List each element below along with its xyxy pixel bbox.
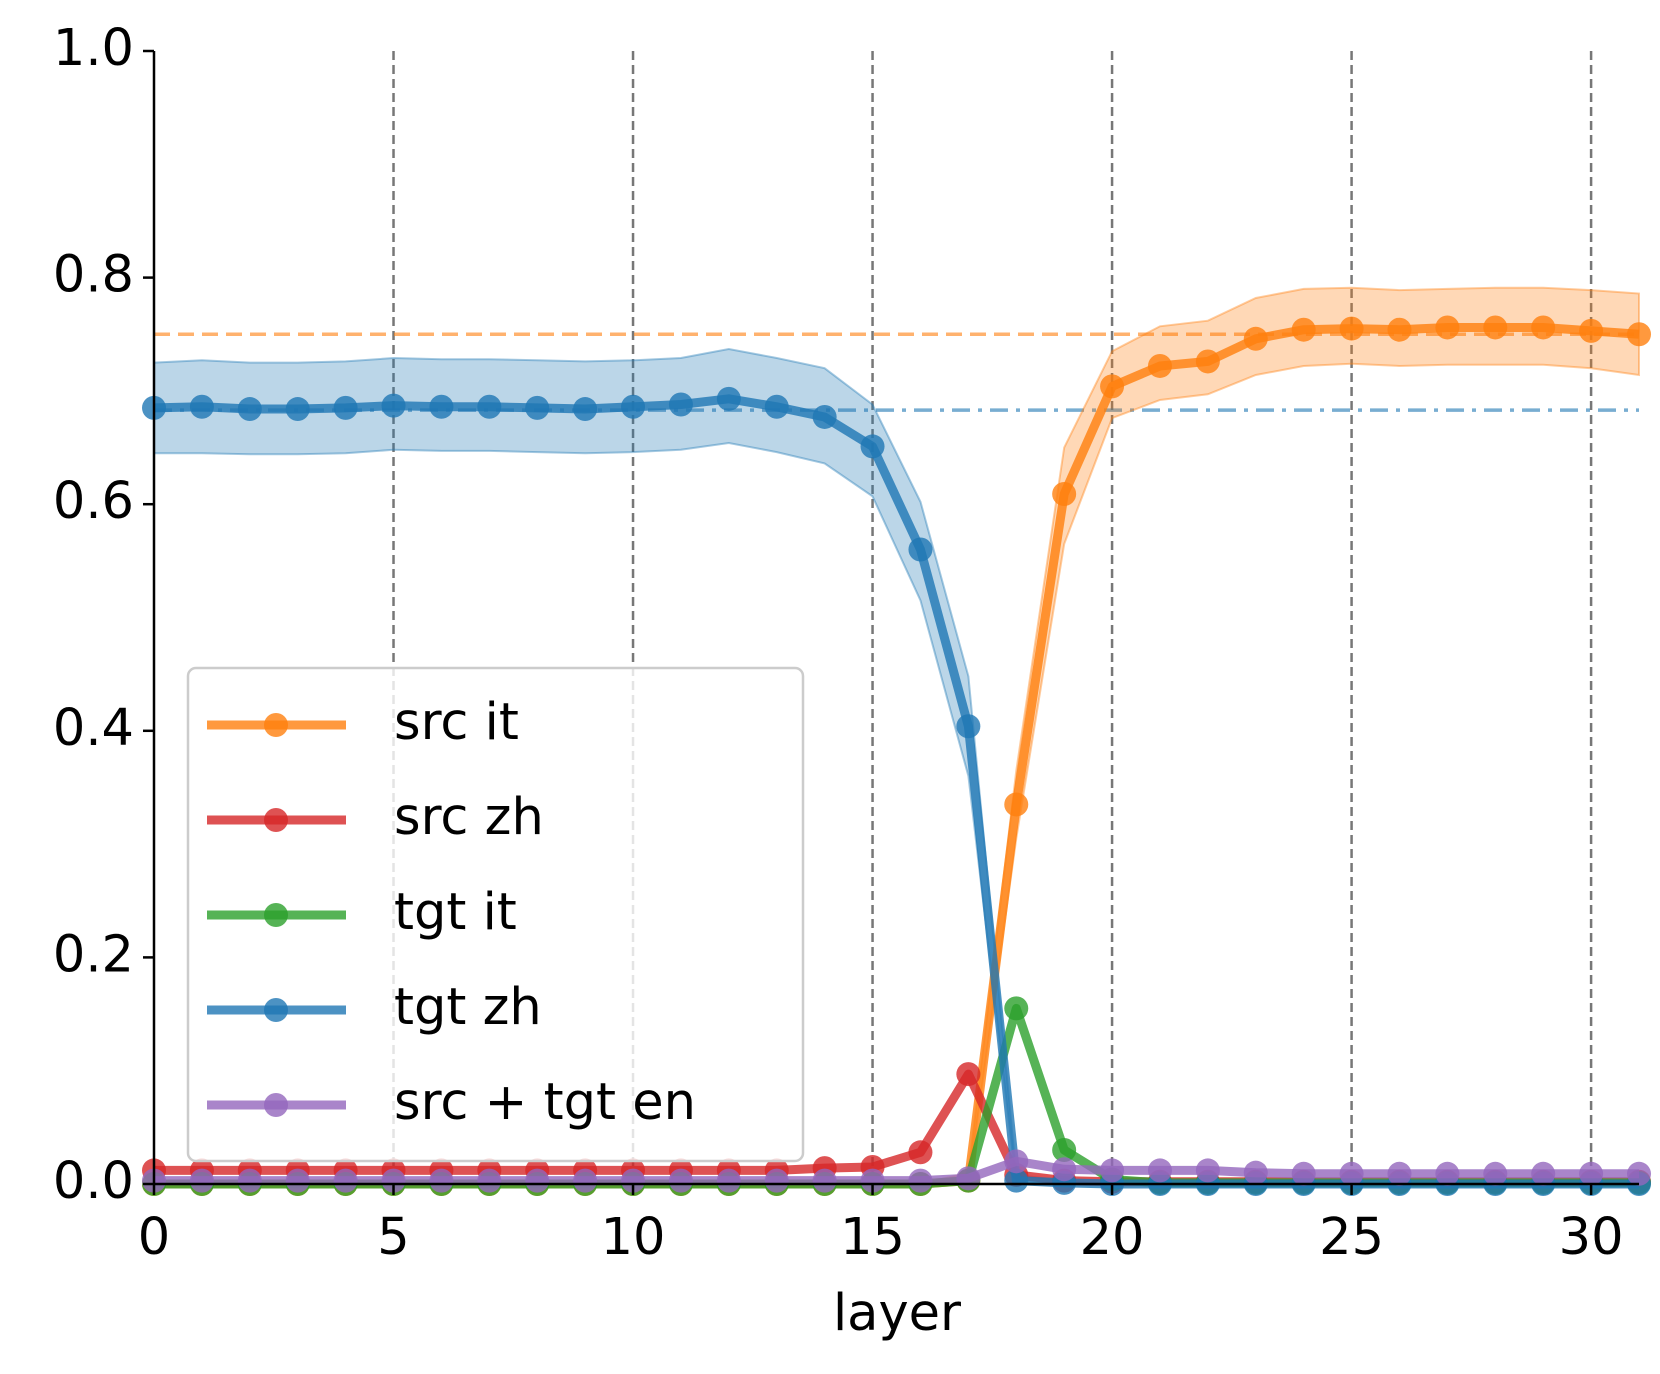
series-marker <box>812 404 837 429</box>
legend-marker <box>264 903 288 927</box>
legend-marker <box>264 998 288 1022</box>
y-tick-label: 0.8 <box>53 246 134 305</box>
x-tick-label: 10 <box>601 1208 666 1267</box>
series-marker <box>1387 1161 1412 1186</box>
series-marker <box>1004 996 1029 1021</box>
series-marker <box>189 394 214 419</box>
series-marker <box>668 392 693 417</box>
series-marker <box>1531 1161 1556 1186</box>
series-marker <box>477 1168 502 1193</box>
series-marker <box>1483 315 1508 340</box>
series-marker <box>1435 315 1460 340</box>
series-marker <box>1339 316 1364 341</box>
series-marker <box>1004 1168 1029 1193</box>
series-marker <box>860 1168 885 1193</box>
y-tick-label: 1.0 <box>53 19 134 78</box>
series-marker <box>956 714 981 739</box>
series-marker <box>1435 1161 1460 1186</box>
legend: src it src zh tgt it tgt zh src + tgt en <box>186 666 805 1163</box>
series-marker <box>1052 1138 1077 1163</box>
y-tick-label: 0.6 <box>53 472 134 531</box>
legend-marker <box>264 1093 288 1117</box>
series-marker <box>1147 353 1172 378</box>
series-marker <box>908 1140 933 1165</box>
series-marker <box>525 395 550 420</box>
series-marker <box>764 394 789 419</box>
series-marker <box>621 1168 646 1193</box>
series-marker <box>1483 1161 1508 1186</box>
x-tick-label: 15 <box>840 1208 905 1267</box>
legend-label: src + tgt en <box>394 1073 696 1132</box>
legend-label: tgt it <box>394 883 517 942</box>
series-marker <box>573 397 598 422</box>
series-marker <box>668 1168 693 1193</box>
y-tick-label: 0.0 <box>53 1152 134 1211</box>
series-marker <box>285 1168 310 1193</box>
series-marker <box>1627 1161 1651 1186</box>
series-marker <box>716 386 741 411</box>
series-marker <box>1147 1158 1172 1183</box>
series-marker <box>1291 1161 1316 1186</box>
series-marker <box>477 394 502 419</box>
series-marker <box>1531 315 1556 340</box>
x-tick-label: 20 <box>1080 1208 1145 1267</box>
series-marker <box>1195 1158 1220 1183</box>
series-marker <box>1627 322 1651 347</box>
x-axis-label: layer <box>833 1284 961 1343</box>
series-marker <box>429 1168 454 1193</box>
series-marker <box>1004 792 1029 817</box>
series-marker <box>908 537 933 562</box>
series-marker <box>1579 1161 1604 1186</box>
y-tick-label: 0.4 <box>53 699 134 758</box>
legend-label: tgt zh <box>394 978 542 1037</box>
series-marker <box>381 393 406 418</box>
series-marker <box>1579 318 1604 343</box>
series-marker <box>525 1168 550 1193</box>
series-marker <box>956 1062 981 1087</box>
series-marker <box>1052 482 1077 507</box>
legend-frame <box>186 666 805 1163</box>
series-marker <box>1243 1160 1268 1185</box>
series-marker <box>429 394 454 419</box>
x-tick-label: 0 <box>138 1208 170 1267</box>
x-tick-label: 25 <box>1319 1208 1384 1267</box>
legend-marker <box>264 808 288 832</box>
series-marker <box>1195 349 1220 374</box>
series-marker <box>1387 317 1412 342</box>
legend-marker <box>264 713 288 737</box>
series-marker <box>860 434 885 459</box>
series-marker <box>621 394 646 419</box>
series-marker <box>1339 1161 1364 1186</box>
legend-label: src zh <box>394 788 544 847</box>
series-marker <box>1243 326 1268 351</box>
series-marker <box>1100 1158 1125 1183</box>
series-marker <box>908 1168 933 1193</box>
series-marker <box>1100 374 1125 399</box>
series-marker <box>1004 1149 1029 1174</box>
series-marker <box>573 1168 598 1193</box>
legend-label: src it <box>394 693 519 752</box>
series-marker <box>381 1168 406 1193</box>
series-marker <box>764 1168 789 1193</box>
series-marker <box>333 1168 358 1193</box>
x-tick-label: 30 <box>1559 1208 1624 1267</box>
series-marker <box>812 1168 837 1193</box>
series-marker <box>189 1168 214 1193</box>
series-marker <box>1291 317 1316 342</box>
series-marker <box>285 397 310 422</box>
series-marker <box>716 1168 741 1193</box>
series-marker <box>237 1168 262 1193</box>
series-marker <box>956 1166 981 1191</box>
series-marker <box>1052 1157 1077 1182</box>
x-tick-label: 5 <box>377 1208 409 1267</box>
series-marker <box>237 397 262 422</box>
y-tick-label: 0.2 <box>53 925 134 984</box>
series-marker <box>333 395 358 420</box>
